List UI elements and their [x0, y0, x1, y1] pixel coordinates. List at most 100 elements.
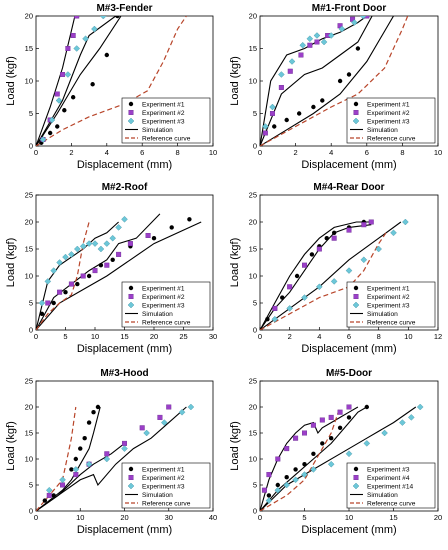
y-tick-label: 20 [25, 12, 33, 21]
data-point [298, 52, 304, 58]
x-tick-label: 8 [400, 148, 404, 157]
data-point [294, 273, 300, 279]
data-point [275, 456, 281, 462]
data-point [355, 46, 361, 51]
chart-title: M#2-Roof [102, 182, 148, 193]
data-point [262, 130, 268, 136]
data-point [311, 104, 316, 110]
data-point [272, 124, 277, 129]
data-point [278, 71, 285, 78]
data-point [327, 32, 335, 39]
x-axis-label: Displacement (mm) [77, 159, 172, 171]
x-tick-label: 15 [120, 332, 128, 341]
y-tick-label: 20 [249, 218, 257, 227]
data-point [381, 429, 388, 437]
x-axis-label: Displacement (mm) [77, 343, 172, 355]
data-point [51, 300, 56, 306]
data-point [64, 71, 72, 78]
data-point [73, 472, 79, 478]
x-tick-label: 4 [317, 332, 321, 341]
y-axis-label: Load (kgf) [229, 238, 241, 288]
legend-swatch [127, 117, 135, 125]
data-point [60, 482, 66, 488]
x-tick-label: 10 [345, 513, 353, 522]
data-point [121, 445, 128, 452]
data-point [345, 267, 353, 274]
data-point [269, 110, 275, 116]
data-point [70, 33, 76, 39]
reference-curve-line [260, 406, 341, 511]
data-point [109, 234, 116, 242]
legend-label: Experiment #3 [367, 118, 410, 125]
legend-swatch [352, 117, 360, 125]
y-tick-label: 25 [25, 377, 33, 386]
data-point [363, 440, 371, 447]
data-point [351, 19, 358, 26]
x-tick-label: 10 [404, 332, 412, 341]
legend-swatch [353, 285, 359, 291]
data-point [284, 117, 289, 123]
data-point [127, 241, 133, 247]
x-tick-label: 6 [347, 332, 351, 341]
y-tick-label: 10 [249, 455, 257, 464]
data-point [364, 404, 369, 410]
legend-label: Experiment #1 [367, 285, 410, 292]
x-tick-label: 8 [377, 332, 381, 341]
data-point [59, 476, 66, 484]
data-point [79, 243, 87, 250]
y-tick-label: 20 [249, 12, 257, 21]
data-point [68, 281, 74, 287]
data-point [261, 487, 267, 493]
y-tick-label: 5 [253, 299, 257, 308]
legend-swatch [353, 294, 359, 300]
legend-label: Experiment #3 [142, 483, 185, 490]
x-tick-label: 0 [258, 148, 262, 157]
data-point [99, 16, 107, 20]
data-point [47, 130, 53, 136]
data-point [359, 16, 367, 20]
legend-label: Experiment #2 [367, 110, 410, 117]
data-point [296, 111, 302, 116]
data-point [306, 35, 314, 43]
data-point [301, 294, 308, 301]
legend-swatch [128, 294, 134, 300]
data-point [92, 268, 98, 274]
x-tick-label: 0 [258, 332, 262, 341]
chart-panel: M#2-Roof 0 5 10 15 20 25 30 0 5 10 15 20 25 Displaceme… [5, 182, 217, 355]
x-tick-label: 6 [365, 148, 369, 157]
data-point [293, 435, 299, 441]
data-point [178, 408, 186, 416]
data-point [320, 38, 328, 46]
y-tick-label: 10 [25, 455, 33, 464]
data-point [48, 116, 56, 124]
y-tick-label: 20 [25, 218, 33, 227]
data-point [272, 305, 278, 311]
data-point [50, 267, 57, 274]
x-tick-label: 0 [258, 513, 262, 522]
data-point [271, 315, 279, 323]
legend-box [121, 97, 211, 144]
simulation-line [36, 406, 187, 511]
data-point [74, 245, 81, 253]
data-point [62, 108, 67, 113]
simulation-line [36, 442, 125, 511]
data-point [408, 414, 415, 421]
plot-data [36, 403, 195, 511]
data-point [116, 251, 122, 257]
data-point [287, 68, 293, 74]
data-point [368, 219, 374, 225]
data-point [56, 259, 63, 266]
legend-label: Simulation [367, 492, 398, 499]
data-point [346, 415, 352, 420]
x-tick-label: 0 [34, 148, 38, 157]
legend-swatch [128, 475, 134, 481]
data-point [166, 404, 172, 410]
data-point [45, 486, 53, 494]
y-tick-label: 5 [253, 109, 257, 118]
x-tick-label: 2 [288, 332, 292, 341]
y-tick-label: 25 [249, 191, 257, 200]
legend-label: Experiment #1 [142, 466, 185, 473]
data-point [115, 16, 120, 19]
data-point [39, 311, 45, 316]
